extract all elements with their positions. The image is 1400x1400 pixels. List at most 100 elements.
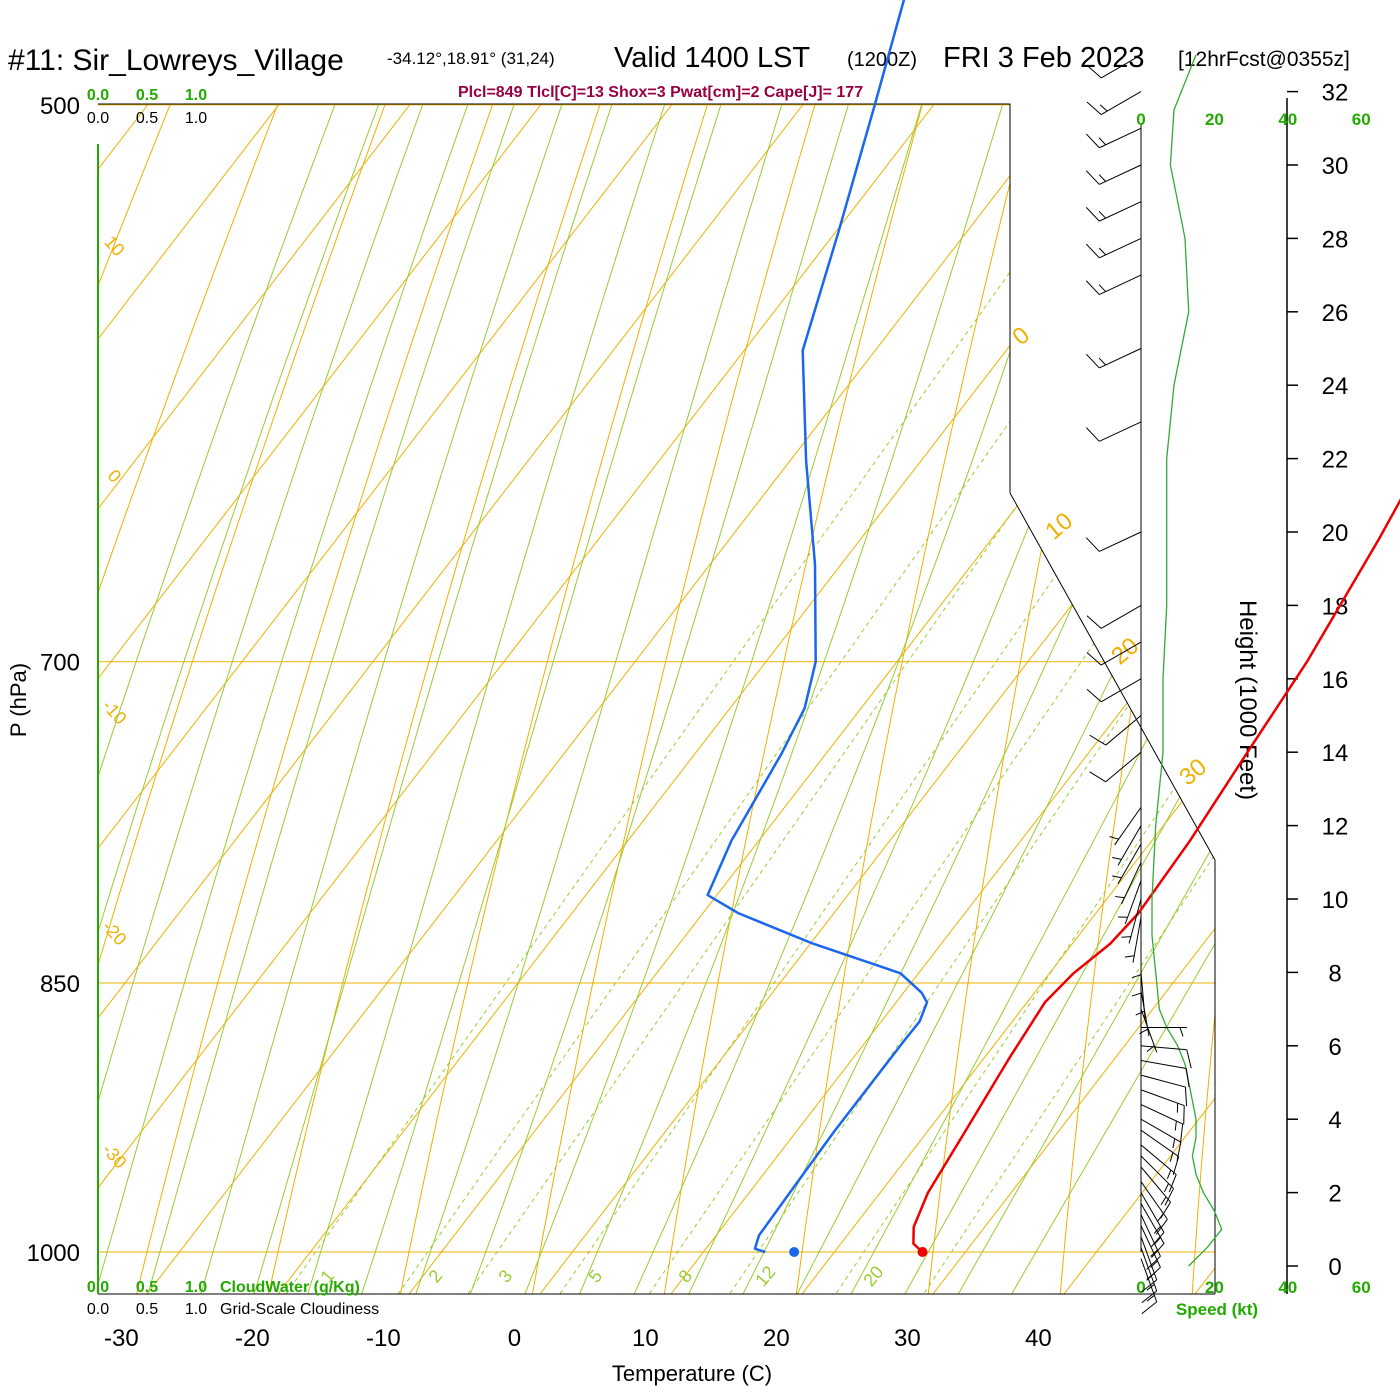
- mixing-ratio-line: [408, 104, 1215, 1294]
- moist-adiabat-line: [123, 104, 976, 1294]
- moist-adiabat-line: [98, 104, 938, 1294]
- dry-adiabat-line: [785, 104, 1215, 1294]
- wind-barb-staff: [1140, 1045, 1187, 1051]
- moist-adiabat-line: [804, 104, 1215, 1294]
- isotherm-line: [98, 104, 542, 1294]
- wind-barb-feather: [1168, 1174, 1177, 1193]
- height-tick-label: 22: [1322, 447, 1349, 474]
- height-tick-label: 30: [1322, 153, 1349, 180]
- wind-barb-half-feather: [1099, 104, 1108, 112]
- moist-adiabat-label: 10: [1040, 507, 1078, 545]
- wind-barb-staff: [1140, 1104, 1183, 1125]
- height-tick-label: 4: [1328, 1107, 1341, 1134]
- temperature-tick-label: 10: [632, 1325, 659, 1352]
- wind-barb-staff: [1105, 751, 1142, 783]
- wind-barb-staff: [1140, 1225, 1161, 1268]
- wind-barb-half-feather: [1153, 1226, 1161, 1234]
- isotherm-line: [98, 104, 280, 1294]
- wind-barb-staff: [1100, 678, 1142, 703]
- wind-barb: [1124, 917, 1142, 963]
- wind-barb-half-feather: [1146, 1294, 1155, 1302]
- wind-barb-staff: [1128, 898, 1142, 944]
- mixing-ratio-line: [866, 104, 1215, 1294]
- wind-barb-half-feather: [1146, 1045, 1155, 1053]
- speed-tick-bottom: 60: [1352, 1278, 1371, 1297]
- wind-barb: [1135, 972, 1146, 1019]
- wind-barb-staff: [1099, 274, 1142, 295]
- mixing-ratio-label: 2: [425, 1266, 447, 1287]
- wind-barb-feather: [1086, 652, 1102, 666]
- temperature-tick-label: 20: [763, 1325, 790, 1352]
- wind-barb: [1140, 1104, 1184, 1143]
- wind-barb-half-feather: [1098, 357, 1107, 366]
- wind-barb-half-feather: [1098, 210, 1107, 219]
- speed-tick-top: 0: [1136, 110, 1145, 129]
- wind-barb: [1131, 935, 1142, 982]
- y-axis-label: P (hPa): [6, 663, 31, 737]
- wind-barb: [1109, 806, 1142, 846]
- diagram-frame: [98, 103, 1216, 1294]
- wind-barb-half-feather: [1179, 1027, 1184, 1037]
- wind-barb: [1085, 164, 1142, 185]
- wind-barb: [1085, 237, 1142, 259]
- wind-barb-staff: [1140, 1181, 1168, 1220]
- speed-tick-bottom: 0: [1136, 1278, 1145, 1297]
- surface-temperature-marker: [917, 1247, 928, 1257]
- moist-adiabat-line: [98, 104, 866, 1294]
- wind-barb-half-feather: [1115, 896, 1125, 899]
- wind-barb: [1140, 1008, 1158, 1053]
- mixing-ratio-label: 8: [675, 1266, 697, 1287]
- wind-barb: [1140, 1214, 1161, 1270]
- wind-barb-feather: [1141, 1290, 1158, 1304]
- wind-barb: [1112, 843, 1142, 885]
- wind-barb: [1140, 1129, 1180, 1175]
- dry-adiabat-line: [249, 104, 1058, 1294]
- isotherm-line: [98, 104, 804, 1294]
- wind-barb: [1085, 274, 1142, 295]
- wind-barb-feather: [1141, 1301, 1158, 1315]
- wind-barb-feather: [1164, 1188, 1174, 1206]
- wind-barb: [1086, 91, 1142, 116]
- wind-barb-half-feather: [1124, 955, 1135, 958]
- speed-tick-bottom: 20: [1205, 1278, 1224, 1297]
- dry-adiabat-label: -20: [98, 917, 130, 950]
- wind-barb-feather: [1151, 1243, 1165, 1258]
- cloudiness-tick-bottom: 0.5: [136, 1301, 158, 1318]
- wind-barb-half-feather: [1112, 875, 1122, 879]
- wind-barb-staff: [1140, 972, 1146, 1019]
- wind-barb-staff: [1121, 862, 1142, 905]
- dry-adiabat-line: [98, 104, 797, 1294]
- mixing-ratio-line: [590, 104, 1215, 1294]
- wind-barb-feather: [1085, 427, 1100, 442]
- height-axis-label: Height (1000 Feet): [1234, 600, 1261, 800]
- pressure-tick-label: 1000: [27, 1240, 80, 1267]
- dry-adiabat-line: [383, 104, 1145, 1294]
- wind-barb-staff: [1099, 127, 1142, 149]
- wind-barb-half-feather: [1139, 1028, 1149, 1035]
- wind-barb: [1140, 1192, 1165, 1247]
- wind-barb-half-feather: [1131, 992, 1142, 997]
- wind-barb-feather: [1146, 1255, 1161, 1270]
- cloudiness-tick-bottom: 1.0: [185, 1301, 207, 1318]
- station-coords: -34.12°,18.91° (31,24): [387, 49, 555, 68]
- pressure-tick-label: 500: [40, 93, 80, 120]
- mixing-ratio-label: 3: [495, 1266, 517, 1287]
- cloudiness-tick-bottom: 0.0: [87, 1301, 109, 1318]
- wind-barb-half-feather: [1150, 1249, 1158, 1257]
- isotherm-line: [932, 104, 1215, 1294]
- wind-barb-half-feather: [1160, 1196, 1167, 1206]
- wind-barb: [1140, 1247, 1158, 1304]
- dry-adiabat-line: [98, 104, 622, 1294]
- pressure-tick-label: 700: [40, 650, 80, 677]
- wind-barb: [1140, 1155, 1174, 1206]
- moist-adiabat-line: [175, 104, 1015, 1294]
- wind-barb-feather: [1085, 280, 1100, 295]
- wind-barb-feather: [1176, 1142, 1182, 1161]
- wind-barb-staff: [1124, 880, 1142, 925]
- wind-barb-staff: [1099, 531, 1142, 552]
- wind-barb-half-feather: [1172, 1138, 1176, 1149]
- wind-barb-staff: [1140, 1008, 1158, 1053]
- moist-adiabat-line: [752, 104, 1215, 1294]
- dry-adiabat-line: [517, 104, 1215, 1294]
